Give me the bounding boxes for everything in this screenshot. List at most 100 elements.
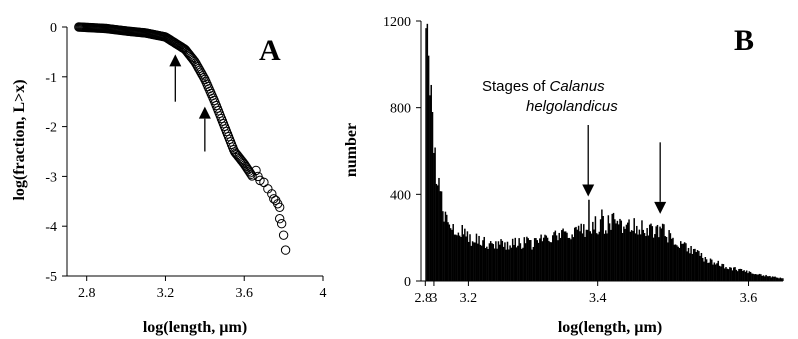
- panel-b-letter: B: [734, 24, 754, 57]
- panel-b-bar: [586, 229, 589, 281]
- panel-b-bar: [779, 277, 782, 281]
- panel-b-bar: [716, 263, 718, 281]
- panel-b-bar: [444, 211, 447, 281]
- panel-b-bar: [453, 234, 456, 281]
- panel-b-bar: [699, 255, 701, 281]
- panel-b-bar: [638, 229, 641, 281]
- panel-b-bar: [536, 240, 538, 281]
- panel-b-bar: [564, 231, 567, 281]
- panel-a-y-tick-label: -4: [45, 220, 57, 235]
- panel-b-bar: [645, 236, 647, 281]
- panel-b-bar: [626, 222, 629, 281]
- panel-b-bar: [620, 220, 623, 281]
- panel-b-bar: [504, 242, 506, 281]
- panel-b-bar: [554, 230, 557, 281]
- panel-b-bar: [757, 274, 760, 281]
- annotation-text: Stages of: [482, 78, 550, 95]
- panel-b-bar: [648, 224, 651, 281]
- panel-a-y-axis-title: log(fraction, L>x): [11, 79, 28, 200]
- panel-b-bar: [522, 247, 524, 281]
- panel-b-bar: [695, 252, 698, 281]
- panel-b-arrow-1-head: [582, 184, 595, 197]
- panel-b-bar: [683, 242, 686, 281]
- panel-b-bar: [491, 243, 493, 281]
- panel-b-bar: [539, 238, 541, 281]
- panel-b-bar: [535, 238, 537, 281]
- panel-b-bar: [665, 236, 668, 281]
- panel-b-bar: [764, 276, 766, 281]
- panel-b-bar: [588, 199, 590, 281]
- panel-b-bar: [780, 278, 783, 281]
- panel-b-bar: [495, 241, 497, 281]
- panel-a-y-tick-label: -1: [45, 71, 57, 86]
- panel-b-bar: [510, 247, 513, 281]
- panel-b-bar: [445, 214, 448, 281]
- panel-b-bar: [707, 262, 709, 281]
- panel-b-bar: [727, 269, 730, 281]
- panel-a-arrow-2-head: [198, 106, 211, 119]
- panel-b-annotation-line1: Stages of Calanus: [482, 78, 605, 95]
- panel-a-data-point: [274, 202, 285, 212]
- panel-b-bar: [540, 234, 542, 281]
- panel-b-bar: [766, 276, 769, 281]
- panel-b-bar: [460, 236, 462, 281]
- panel-b-bar: [723, 268, 726, 281]
- panel-b-bar: [769, 275, 771, 281]
- panel-b-bar: [526, 236, 528, 281]
- panel-b-bar: [530, 240, 532, 281]
- panel-b-bar: [602, 215, 604, 281]
- panel-a-data-point: [188, 55, 199, 65]
- panel-a-x-tick-label: 4: [320, 286, 327, 301]
- panel-b-bar: [477, 243, 479, 281]
- panel-a-y-tick-label: 0: [50, 21, 57, 36]
- panel-b-bar: [440, 191, 443, 281]
- panel-b-bar: [691, 253, 694, 281]
- panel-b-bar: [451, 229, 453, 281]
- panel-b-bar: [598, 231, 601, 281]
- panel-b-bar: [548, 240, 550, 281]
- panel-b-bar: [708, 262, 710, 281]
- panel-b-bar: [677, 246, 679, 281]
- panel-b-bar: [433, 152, 435, 281]
- panel-b-bar: [575, 226, 577, 281]
- panel-b-bar: [452, 224, 454, 281]
- panel-b-bar: [528, 240, 531, 281]
- panel-b-bar: [700, 252, 703, 281]
- panel-b-bar: [735, 269, 738, 281]
- panel-b-bar: [519, 243, 522, 281]
- panel-b-bar: [518, 238, 520, 281]
- panel-b-bar: [436, 185, 439, 281]
- panel-b-bar: [541, 241, 544, 281]
- panel-a-data-point: [199, 72, 209, 83]
- panel-b-bar: [489, 241, 492, 281]
- panel-b-bar: [572, 237, 575, 281]
- panel-b-bar: [456, 235, 458, 281]
- panel-b-bar: [559, 237, 562, 281]
- panel-b-bar: [692, 248, 695, 281]
- panel-b-bar: [673, 244, 676, 281]
- panel-b-bar: [533, 238, 536, 281]
- panel-b-bar: [553, 232, 555, 281]
- panel-a-y-tick-label: -2: [45, 121, 57, 136]
- panel-b-bar: [511, 238, 514, 281]
- panel-b-bar: [733, 267, 735, 281]
- panel-b-bar: [590, 233, 593, 281]
- panel-b-bar: [689, 253, 691, 281]
- panel-b-bar: [748, 271, 751, 281]
- panel-a-letter: A: [259, 34, 281, 67]
- panel-b-bar: [753, 274, 756, 281]
- panel-b-bar: [658, 237, 660, 281]
- panel-b-bar: [696, 250, 699, 281]
- panel-b-bar: [641, 220, 643, 281]
- panel-b-bar: [464, 228, 466, 281]
- panel-b-bar: [496, 248, 498, 281]
- panel-b-bar: [443, 221, 445, 281]
- panel-b-bar: [734, 267, 736, 281]
- panel-b-bar: [469, 234, 471, 281]
- panel-b-bar: [555, 235, 558, 281]
- panel-b-bar: [509, 245, 511, 281]
- panel-b-bar: [448, 224, 451, 281]
- panel-b-bar: [713, 262, 716, 281]
- panel-a-y-tick-label: -5: [45, 270, 57, 285]
- panel-b-bar: [743, 270, 745, 281]
